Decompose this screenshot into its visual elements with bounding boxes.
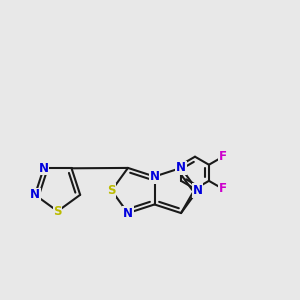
Text: F: F <box>218 150 226 164</box>
Text: N: N <box>123 207 133 220</box>
Text: S: S <box>107 184 116 197</box>
Text: F: F <box>218 182 226 195</box>
Text: N: N <box>176 161 186 174</box>
Text: N: N <box>149 170 160 183</box>
Text: S: S <box>53 205 62 218</box>
Text: N: N <box>192 184 203 197</box>
Text: N: N <box>39 162 49 175</box>
Text: N: N <box>30 188 40 201</box>
